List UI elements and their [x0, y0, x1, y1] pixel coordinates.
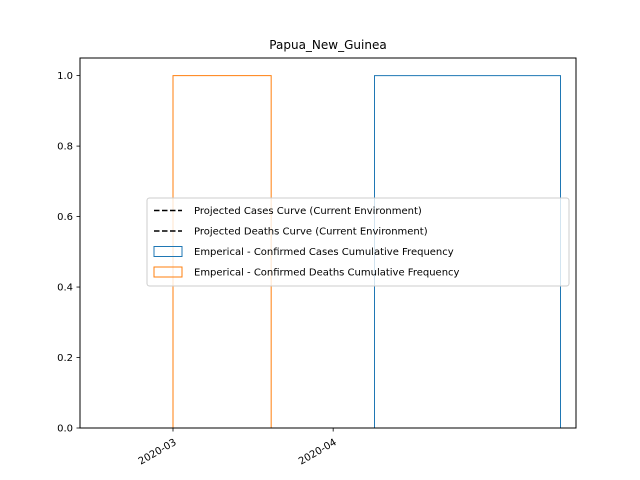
legend-outline-swatch — [153, 246, 183, 257]
legend-label: Emperical - Confirmed Deaths Cumulative … — [194, 268, 460, 279]
y-axis: 0.0 0.2 0.4 0.6 0.8 1.0 — [57, 71, 80, 435]
y-tick-label: 0.8 — [57, 142, 73, 153]
legend-outline-swatch — [153, 266, 183, 278]
legend-label: Projected Deaths Curve (Current Environm… — [194, 227, 428, 238]
legend-label: Projected Cases Curve (Current Environme… — [194, 206, 422, 217]
y-tick-label: 0.2 — [57, 353, 73, 364]
chart-title: Papua_New_Guinea — [269, 38, 386, 52]
y-tick-label: 0.0 — [57, 424, 73, 435]
legend: Projected Cases Curve (Current Environme… — [146, 197, 570, 287]
plot-area-frame — [79, 57, 577, 429]
legend-label: Emperical - Confirmed Cases Cumulative F… — [194, 247, 454, 258]
y-tick-label: 0.6 — [57, 212, 73, 223]
legend-box — [146, 197, 570, 287]
y-tick-label: 0.4 — [57, 283, 73, 294]
y-tick-label: 1.0 — [57, 71, 73, 82]
